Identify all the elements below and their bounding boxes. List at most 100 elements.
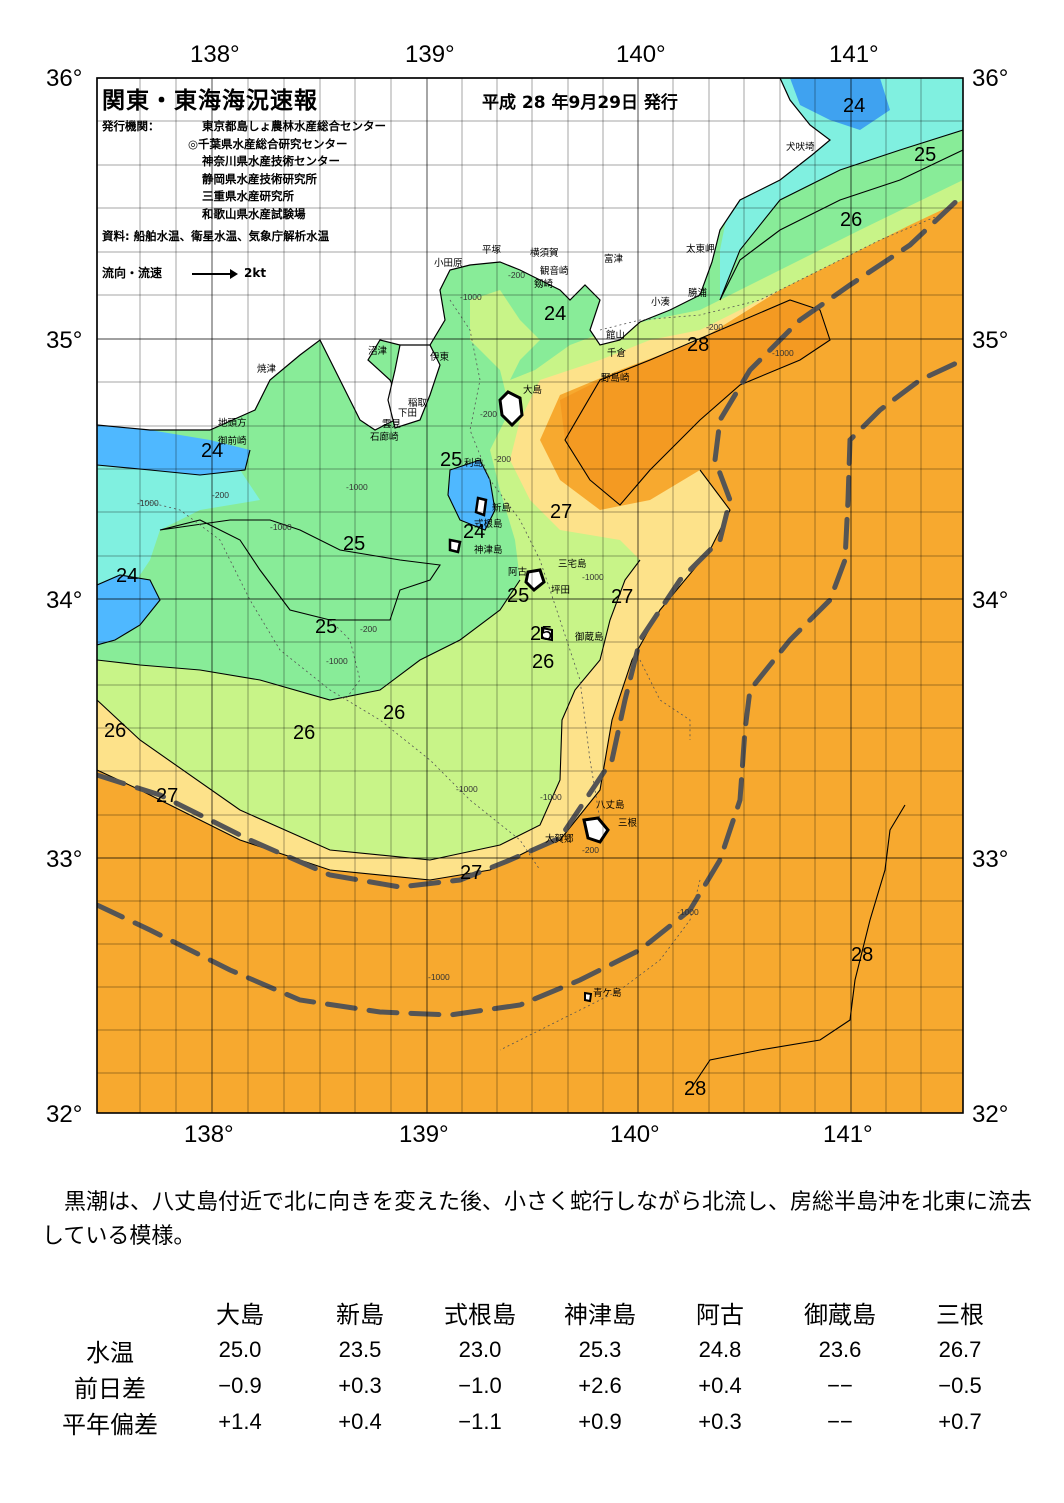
lon-label: 140° [616,41,666,68]
depth-label: -1000 [270,522,292,532]
issuer-name: 和歌山県水産試験場 [202,206,306,221]
table-cell: +0.3 [338,1373,382,1398]
place-label: 新島 [492,502,511,514]
column-header: 新島 [336,1300,384,1329]
isotherm-label: 25 [914,144,936,166]
lat-label: 34° [972,587,1008,614]
place-label: 太東岬 [686,243,715,255]
table-cell: +0.9 [578,1409,622,1434]
isotherm-label: 26 [383,702,405,724]
issuer-name: 三重県水産研究所 [202,189,294,203]
place-label: 千倉 [607,347,627,359]
table-cell: 23.5 [338,1337,382,1362]
hachijojima-island [582,816,610,844]
issuer-row: 神奈川県水産技術センター [102,153,386,171]
isotherm-label: 26 [840,209,862,231]
column-header: 三根 [936,1300,984,1329]
isotherm-label: 25 [530,623,552,645]
table-header-row: 大島 新島 式根島 神津島 阿古 御蔵島 三根 [40,1292,1020,1332]
column-header: 大島 [216,1300,264,1329]
place-label: 三根 [618,817,638,829]
mikurajima-island [541,626,553,642]
column-header: 神津島 [564,1300,636,1329]
table-cell: +1.4 [218,1409,262,1434]
place-label: 勝浦 [688,287,708,299]
issuer-label: 発行機関： [102,119,160,133]
lat-label: 32° [972,1101,1008,1128]
isotherm-label: 24 [201,440,223,462]
lat-label: 33° [46,846,82,873]
table-cell: 23.0 [458,1337,502,1362]
place-label: 御前崎 [218,435,247,447]
isotherm-label: 24 [843,95,865,117]
place-label: 下田 [398,408,417,419]
isotherm-26-east [719,149,963,301]
isotherm-28 [564,299,831,506]
isotherm-24-southwest [97,574,161,646]
depth-label: -1000 [677,907,699,917]
sst-24-25-region [97,440,260,640]
depth-label: -200 [360,624,377,634]
place-label: 八丈島 [596,799,625,811]
report-title: 関東・東海海況速報 [102,88,318,114]
isotherm-label: 25 [507,585,529,607]
issuer-row: 静岡県水産技術研究所 [102,171,386,189]
isotherm-label: 26 [293,722,315,744]
place-label: 大賀郷 [545,833,574,845]
isotherm-label: 24 [544,303,566,325]
kuroshio-inner-edge [97,192,963,890]
isotherm-label: 28 [851,944,873,966]
place-label: 石廊崎 [370,431,399,443]
table-cell: −0.9 [218,1373,262,1398]
isotherm-label: 25 [440,449,462,471]
table-row: 平年偏差 +1.4 +0.4 −1.1 +0.9 +0.3 −− +0.7 [40,1404,1020,1440]
isotherm-25-west [159,519,441,621]
place-label: 雲見 [382,419,402,430]
depth-label: -1000 [326,656,348,666]
latitude-labels-left: 36° 35° 34° 33° 32° [46,65,82,1128]
sea-temperature-map: 138° 139° 140° 141° 138° 139° 140° 141° … [46,41,1008,1148]
place-label: 館山 [606,329,625,341]
depth-label: -200 [582,845,599,855]
isotherm-label: 28 [687,334,709,356]
place-label: 神津島 [474,544,503,556]
place-label: 犬吠埼 [786,141,815,153]
issuer-row: 三重県水産研究所 [102,188,386,206]
depth-label: -200 [480,409,497,419]
table-cell: +0.3 [698,1409,742,1434]
isotherm-label: 27 [156,785,178,807]
longitude-labels-top: 138° 139° 140° 141° [190,41,879,68]
place-label: 野島崎 [601,372,630,384]
lon-label: 141° [823,1121,873,1148]
corner-cell [40,1292,180,1332]
depth-label: -1000 [540,792,562,802]
lon-label: 138° [184,1121,234,1148]
row-label: 平年偏差 [62,1410,158,1439]
longitude-labels-bottom: 138° 139° 140° 141° [184,1121,873,1148]
isotherm-24-niijima [447,459,496,531]
place-label: 稲取 [408,397,428,409]
summary-paragraph: 黒潮は、八丈島付近で北に向きを変えた後、小さく蛇行しながら北流し、房総半島沖を北… [42,1190,1033,1249]
place-label: 阿古 [508,566,528,578]
flow-legend-value: 2kt [244,266,267,280]
flow-legend: 流向・流速 2kt [102,264,266,281]
issuer-name: ◎千葉県水産総合研究センター [188,136,348,151]
flow-arrow-icon [192,268,239,279]
issuer-row: 和歌山県水産試験場 [102,206,386,224]
issuer-name: 静岡県水産技術研究所 [202,171,317,186]
depth-label: -1000 [137,498,159,508]
place-label: 地頭方 [218,417,247,429]
isotherm-label: 27 [611,586,633,608]
isotherm-label: 26 [104,720,126,742]
issue-date: 平成 28 年9月29日 発行 [482,93,678,113]
column-header: 御蔵島 [804,1300,876,1329]
latitude-labels-right: 36° 35° 34° 33° 32° [972,65,1008,1128]
summary-text: 黒潮は、八丈島付近で北に向きを変えた後、小さく蛇行しながら北流し、房総半島沖を北… [42,1186,1032,1254]
place-label: 式根島 [474,518,503,530]
isotherm-24-west [97,449,251,476]
issuer-name: 神奈川県水産技術センター [202,154,340,168]
isotherm-label: 24 [463,521,485,543]
table-cell: +0.4 [338,1409,382,1434]
lon-label: 141° [829,41,879,68]
isotherm-26 [97,559,641,861]
